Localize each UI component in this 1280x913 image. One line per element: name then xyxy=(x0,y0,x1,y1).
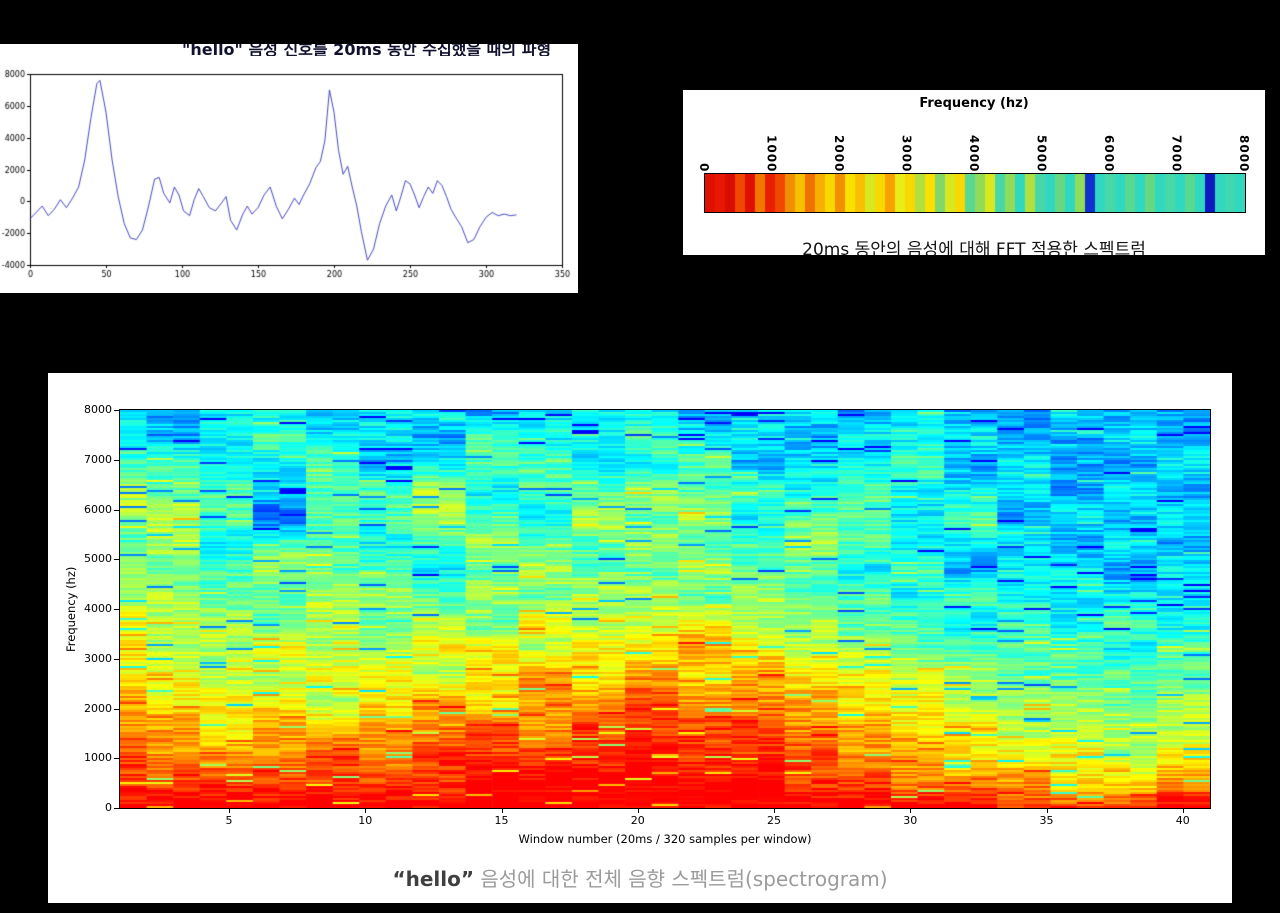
y-tick-label: 8000 xyxy=(84,403,112,416)
waveform-plot xyxy=(0,56,578,293)
x-tick-label: 30 xyxy=(903,814,918,827)
x-tick-label: 5 xyxy=(225,814,233,827)
y-tick-label: 7000 xyxy=(84,452,112,466)
fft-strip-tick-label: 5000 xyxy=(1034,134,1049,172)
waveform-clipped-title: "hello" 음성 신호를 20ms 동안 수집했을 때의 파형 xyxy=(182,44,552,59)
x-tick-mark xyxy=(1182,809,1184,813)
spectrogram-frame xyxy=(119,409,1211,809)
x-tick-label: 35 xyxy=(1039,814,1054,827)
fft-strip-caption: 20ms 동안의 음성에 대해 FFT 적용한 스펙트럼 xyxy=(802,240,1146,255)
y-tick-label: 4000 xyxy=(84,602,112,615)
y-tick-mark xyxy=(114,410,119,411)
y-tick-mark xyxy=(114,808,119,809)
fft-spectrum-strip xyxy=(705,174,1245,212)
y-tick-mark xyxy=(114,509,119,511)
spectrogram-caption: “hello” 음성에 대한 전체 음향 스펙트럼(spectrogram) xyxy=(48,863,1232,892)
fft-strip-tick-label: 6000 xyxy=(1102,134,1116,172)
fft-strip-tick-label: 2000 xyxy=(832,134,846,172)
fft-strip-frame xyxy=(704,173,1246,213)
x-tick-label: 10 xyxy=(358,814,373,827)
spectrogram-heatmap xyxy=(120,410,1210,808)
x-tick-mark xyxy=(1046,809,1048,813)
y-tick-label: 2000 xyxy=(84,701,112,715)
x-tick-label: 25 xyxy=(767,814,781,827)
y-tick-mark xyxy=(114,559,119,561)
waveform-panel: "hello" 음성 신호를 20ms 동안 수집했을 때의 파형 xyxy=(0,44,578,293)
spectrogram-panel: Frequency (hz) 0 1000 2000 3000 4000 5000 6000… xyxy=(48,373,1232,903)
x-tick-label: 15 xyxy=(494,814,509,827)
x-tick-mark xyxy=(365,809,367,813)
spectrogram-xlabel: Window number (20ms / 320 samples per wi… xyxy=(518,832,812,846)
y-tick-label: 1000 xyxy=(84,751,112,765)
fft-strip-tick-label: 3000 xyxy=(899,134,914,172)
y-tick-label: 0 xyxy=(105,801,112,814)
y-tick-mark xyxy=(114,658,119,660)
fft-strip-tick-label: 4000 xyxy=(967,134,981,172)
x-tick-mark xyxy=(910,809,912,813)
x-tick-mark xyxy=(637,809,639,813)
spectrogram-caption-text: 음성에 대한 전체 음향 스펙트럼(spectrogram) xyxy=(474,867,888,891)
y-tick-mark xyxy=(114,459,119,461)
y-tick-label: 3000 xyxy=(84,651,112,665)
fft-strip-title: Frequency (hz) xyxy=(919,96,1029,111)
y-tick-mark xyxy=(114,609,119,610)
x-tick-mark xyxy=(229,809,230,813)
fft-spectrum-panel: Frequency (hz) 0 1000 2000 3000 4000 5000 6000… xyxy=(683,90,1265,255)
fft-strip-tick-label: 7000 xyxy=(1169,134,1184,172)
y-tick-label: 6000 xyxy=(84,502,112,516)
fft-strip-tick-label: 1000 xyxy=(764,134,779,172)
y-tick-label: 5000 xyxy=(84,552,112,566)
x-tick-mark xyxy=(501,809,503,813)
x-tick-mark xyxy=(774,809,775,813)
fft-strip-tick-label: 0 xyxy=(697,162,711,172)
fft-strip-tick-label: 8000 xyxy=(1237,134,1251,172)
x-tick-label: 20 xyxy=(630,814,645,827)
x-tick-label: 40 xyxy=(1175,814,1190,827)
spectrogram-caption-quoted: “hello” xyxy=(392,867,474,891)
y-tick-mark xyxy=(114,758,119,760)
y-tick-mark xyxy=(114,708,119,710)
